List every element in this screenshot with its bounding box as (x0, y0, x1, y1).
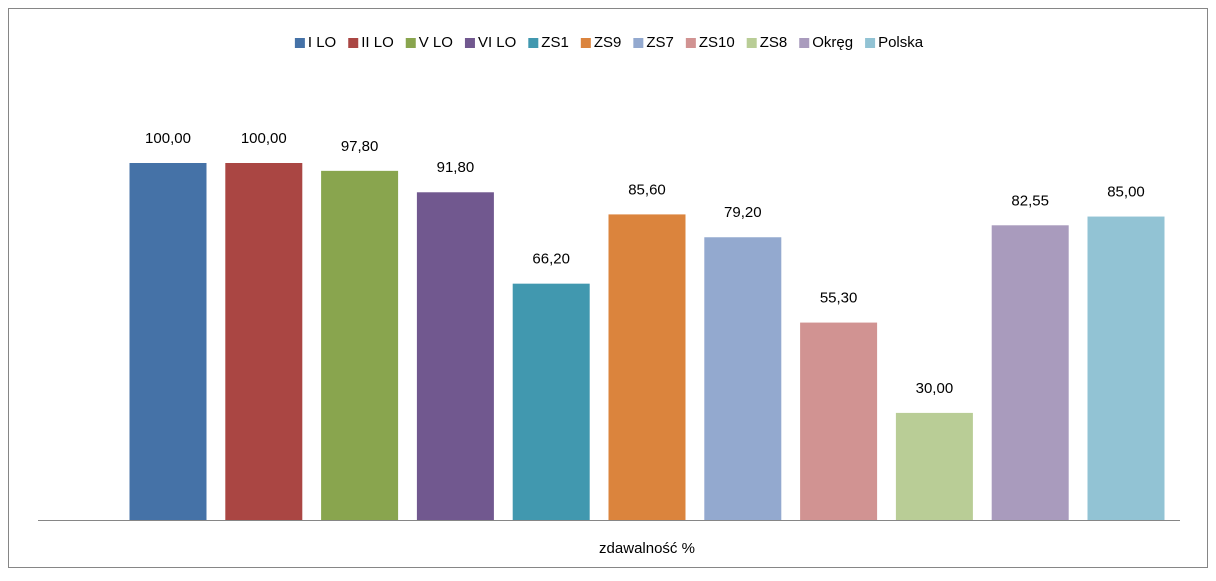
legend-swatch (294, 38, 305, 48)
value-label: 55,30 (820, 290, 858, 307)
x-tick-label: zdawalność % (599, 540, 695, 557)
legend-label: Okręg (812, 34, 853, 51)
legend-label: ZS7 (646, 34, 674, 51)
value-label: 66,20 (532, 251, 570, 268)
legend-label: VI LO (478, 34, 516, 51)
legend-label: I LO (308, 34, 336, 51)
legend-label: ZS1 (541, 34, 569, 51)
bar (512, 283, 590, 520)
legend-label: ZS8 (760, 34, 788, 51)
legend-swatch (865, 38, 876, 48)
bar (129, 163, 207, 520)
legend-label: ZS9 (594, 34, 622, 51)
legend-swatch (746, 38, 757, 48)
legend-label: ZS10 (699, 34, 735, 51)
bar (1087, 216, 1165, 521)
bar (991, 225, 1069, 520)
value-label: 91,80 (437, 159, 475, 176)
legend-swatch (528, 38, 539, 48)
legend-swatch (348, 38, 359, 48)
legend-swatch (405, 38, 416, 48)
value-label: 97,80 (341, 138, 379, 155)
value-label: 79,20 (724, 204, 762, 221)
legend-swatch (580, 38, 591, 48)
value-label: 30,00 (916, 380, 954, 397)
bar (895, 412, 973, 520)
legend-swatch (464, 38, 475, 48)
value-label: 85,00 (1107, 184, 1145, 201)
legend-swatch (799, 38, 810, 48)
legend-swatch (633, 38, 644, 48)
value-label: 100,00 (241, 130, 287, 147)
legend-swatch (685, 38, 696, 48)
bar (800, 322, 878, 520)
bar (416, 192, 494, 521)
legend-label: Polska (878, 34, 924, 51)
value-label: 82,55 (1011, 192, 1049, 209)
bar (225, 163, 303, 520)
bar (321, 170, 399, 520)
bar (608, 214, 686, 520)
value-label: 100,00 (145, 130, 191, 147)
legend-label: II LO (361, 34, 394, 51)
bar (704, 237, 782, 521)
legend-label: V LO (419, 34, 453, 51)
value-label: 85,60 (628, 181, 666, 198)
